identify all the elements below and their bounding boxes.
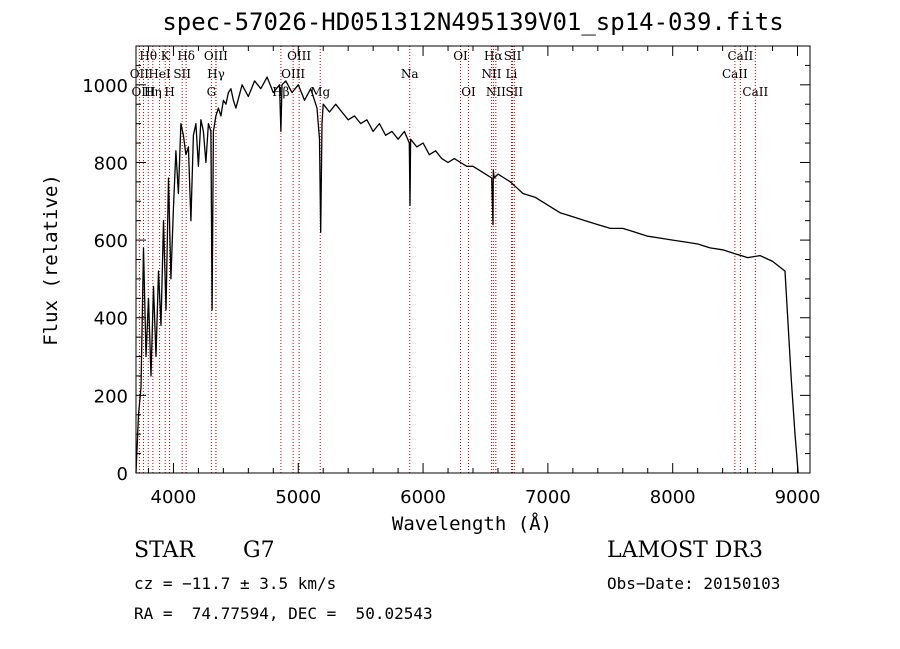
spectral-line-label-14: OIII (287, 49, 311, 63)
spectral-line-label-17: OI (453, 49, 468, 63)
x-tick-label-5000: 5000 (275, 487, 321, 508)
spectral-line-label-21: NII (486, 85, 506, 99)
observation-date: Obs−Date: 20150103 (607, 574, 781, 593)
x-tick-label-8000: 8000 (650, 487, 696, 508)
spectral-line-label-20: NII (481, 67, 501, 81)
x-axis-label: Wavelength (Å) (392, 512, 552, 535)
spectral-line-label-1: OII (130, 67, 150, 81)
spectral-line-label-27: CaII (742, 85, 768, 99)
y-tick-label-200: 200 (94, 386, 128, 407)
redshift-readout: cz = −11.7 ± 3.5 km/s (134, 574, 337, 593)
spectral-line-label-11: G (207, 85, 217, 99)
y-tick-label-400: 400 (94, 309, 128, 330)
spectral-line-label-5: K (161, 49, 171, 63)
spectral-line-label-10: Hγ (207, 67, 225, 81)
spectral-line-label-6: H (164, 85, 174, 99)
y-tick-label-1000: 1000 (82, 76, 128, 97)
spectral-line-label-16: Na (401, 67, 419, 81)
x-tick-label-9000: 9000 (775, 487, 821, 508)
x-tick-label-7000: 7000 (525, 487, 571, 508)
object-class: STAR (134, 538, 195, 563)
spectral-line-label-25: CaII (722, 67, 748, 81)
spectral-line-label-4: HeI (148, 67, 171, 81)
y-tick-label-0: 0 (117, 464, 128, 485)
spectral-line-label-24: SII (505, 85, 523, 99)
spectral-line-label-26: CaII (727, 49, 753, 63)
spectral-line-label-9: OIII (204, 49, 228, 63)
plot-frame (135, 45, 811, 474)
spectral-line-label-8: Hδ (177, 49, 195, 63)
spectral-line-label-12: Hβ (272, 85, 289, 99)
y-tick-label-600: 600 (94, 231, 128, 252)
coordinates-readout: RA = 74.77594, DEC = 50.02543 (134, 604, 433, 623)
spectral-line-label-2: OIII (131, 85, 155, 99)
spectral-line-label-7: SII (173, 67, 191, 81)
spectral-line-label-13: OIII (281, 67, 305, 81)
x-tick-label-6000: 6000 (400, 487, 446, 508)
spectral-line-label-3: Hη (144, 85, 162, 99)
chart-title: spec-57026-HD051312N495139V01_sp14-039.f… (162, 8, 784, 36)
spectral-line-label-23: SII (504, 49, 522, 63)
y-tick-label-800: 800 (94, 153, 128, 174)
spectral-line-label-19: Hα (484, 49, 503, 63)
spectral-line-label-18: OI (461, 85, 476, 99)
spectral-line-label-22: Li (506, 67, 518, 81)
spectral-line-markers (138, 46, 756, 473)
survey-name: LAMOST DR3 (607, 538, 763, 563)
y-axis-label: Flux (relative) (40, 174, 62, 346)
axes: 4000 5000 6000 7000 8000 9000 0 200 400 600 800 100… (82, 45, 821, 508)
spectrum-curve-layer (135, 76, 799, 474)
spectral-line-label-0: Hθ (139, 49, 157, 63)
object-subclass: G7 (243, 538, 275, 563)
spectral-line-label-15: Mg (310, 85, 330, 99)
spectrum-line (135, 76, 799, 474)
x-tick-label-4000: 4000 (151, 487, 197, 508)
